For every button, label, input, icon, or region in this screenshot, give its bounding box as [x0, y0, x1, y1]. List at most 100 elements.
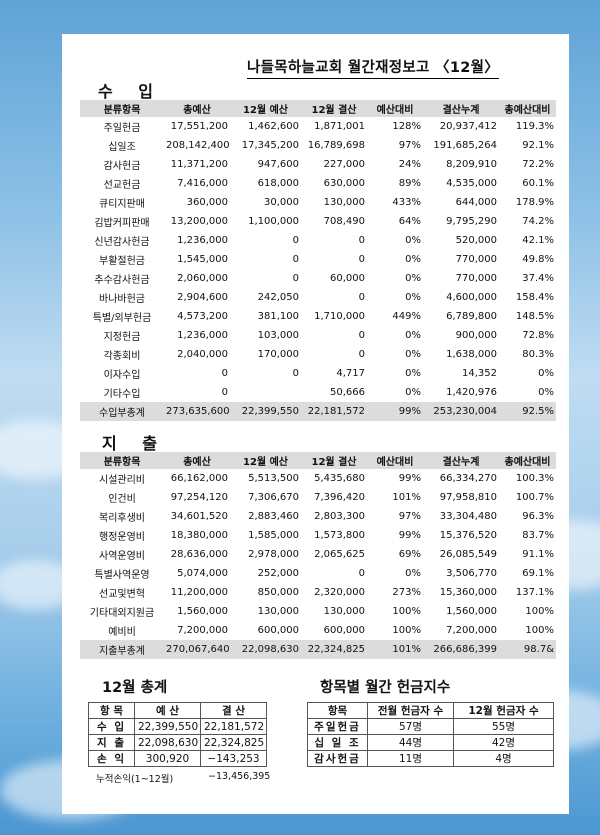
value-cell: 0 — [292, 273, 299, 284]
value-cell: 0 — [292, 368, 299, 379]
value-cell: 1,462,600 — [248, 121, 299, 132]
table-row: 인건비 97,254,120 7,306,670 7,396,420 101% 97,95… — [80, 488, 556, 507]
value-cell: 520,000 — [455, 235, 497, 246]
value-cell: 4,717 — [336, 368, 365, 379]
value-cell: 72.8% — [522, 330, 554, 341]
category-cell: 추수감사헌금 — [94, 275, 150, 286]
value-cell: 50,666 — [330, 387, 365, 398]
income-total-row: 수입부총계 273,635,600 22,399,550 22,181,572 99% 2… — [80, 402, 556, 421]
table-row: 복리후생비 34,601,520 2,883,460 2,803,300 97% 33,3… — [80, 507, 556, 526]
value-cell: 770,000 — [455, 254, 497, 265]
value-cell: 208,142,400 — [166, 140, 230, 151]
value-cell: 17,551,200 — [170, 121, 228, 132]
item-cell: 주일헌금 — [307, 718, 368, 735]
value-cell: 26,085,549 — [439, 549, 497, 560]
value-cell: 6,789,800 — [446, 311, 497, 322]
value-cell: 630,000 — [323, 178, 365, 189]
value-cell: 2,978,000 — [248, 549, 299, 560]
table-row: 특별/외부헌금 4,573,200 381,100 1,710,000 449% 6,78… — [80, 307, 556, 326]
cumulative-label: 누적손익(1~12월) — [96, 774, 174, 785]
value-cell: 4명 — [453, 750, 554, 767]
value-cell: 8,209,910 — [446, 159, 497, 170]
value-cell: 300,920 — [134, 750, 201, 767]
value-cell: 1,638,000 — [446, 349, 497, 360]
value-cell: 69.1% — [522, 568, 554, 579]
value-cell: 57명 — [367, 718, 454, 735]
value-cell: 7,200,000 — [177, 625, 228, 636]
value-cell: 9,795,290 — [446, 216, 497, 227]
value-cell: 101% — [367, 640, 423, 659]
table-row: 수 입 22,399,550 22,181,572 — [88, 718, 267, 735]
summary-heading: 12월 총계 — [102, 680, 168, 696]
value-cell: 270,067,640 — [164, 640, 230, 659]
value-cell: 1,545,000 — [177, 254, 228, 265]
cash_index-col-header: 항목 — [307, 702, 368, 719]
value-cell: 770,000 — [455, 273, 497, 284]
value-cell: 0% — [538, 387, 554, 398]
table-row: 부활절헌금 1,545,000 0 0 0% 770,000 49.8% — [80, 250, 556, 269]
table-row: 주일헌금 57명 55명 — [307, 718, 554, 735]
table-row: 기타대외지원금 1,560,000 130,000 130,000 100% 1,560,… — [80, 602, 556, 621]
income-col-header: 12월 예산 — [230, 100, 301, 117]
value-cell: 49.8% — [522, 254, 554, 265]
value-cell: 119.3% — [515, 121, 554, 132]
expense-col-header: 예산대비 — [367, 452, 423, 469]
value-cell: 100% — [525, 625, 554, 636]
value-cell: 273% — [392, 587, 421, 598]
value-cell: 100% — [525, 606, 554, 617]
value-cell: 130,000 — [257, 606, 299, 617]
value-cell: 1,585,000 — [248, 530, 299, 541]
value-cell: 60.1% — [522, 178, 554, 189]
value-cell: 1,560,000 — [177, 606, 228, 617]
value-cell: 97% — [398, 140, 421, 151]
item-cell: 지 출 — [88, 734, 135, 751]
value-cell: 0% — [405, 273, 421, 284]
value-cell: 600,000 — [323, 625, 365, 636]
value-cell: 97% — [398, 511, 421, 522]
value-cell: 1,560,000 — [446, 606, 497, 617]
summary-col-header: 결 산 — [200, 702, 267, 719]
value-cell: 0% — [538, 368, 554, 379]
category-cell: 각종회비 — [103, 351, 141, 362]
category-cell: 큐티지판매 — [99, 199, 145, 210]
value-cell: 4,600,000 — [446, 292, 497, 303]
summary-col-header: 예 산 — [134, 702, 201, 719]
expense-heading: 지 출 — [102, 434, 168, 453]
value-cell: 11,371,200 — [170, 159, 228, 170]
value-cell: 644,000 — [455, 197, 497, 208]
report-sheet: 나들목하늘교회 월간재정보고 〈12월〉 수 입 분류항목 총예산 12월 예산 12… — [62, 34, 569, 814]
value-cell: 600,000 — [257, 625, 299, 636]
category-cell: 주일헌금 — [103, 123, 141, 134]
value-cell: 191,685,264 — [433, 140, 497, 151]
category-cell: 인건비 — [108, 494, 136, 505]
value-cell: 1,236,000 — [177, 235, 228, 246]
income-col-header: 12월 결산 — [301, 100, 367, 117]
value-cell: 14,352 — [462, 368, 497, 379]
item-cell: 감사헌금 — [307, 750, 368, 767]
category-cell: 김밥커피판매 — [94, 218, 150, 229]
value-cell: 170,000 — [257, 349, 299, 360]
value-cell: 708,490 — [323, 216, 365, 227]
expense-col-header: 총예산대비 — [499, 452, 556, 469]
value-cell: 2,040,000 — [177, 349, 228, 360]
value-cell: 7,396,420 — [314, 492, 365, 503]
value-cell: 22,181,572 — [301, 402, 367, 421]
expense-col-header: 총예산 — [164, 452, 230, 469]
cash_index-col-header: 전월 헌금자 수 — [367, 702, 454, 719]
value-cell: 130,000 — [323, 606, 365, 617]
category-cell: 선교및변혁 — [99, 589, 145, 600]
value-cell: 0% — [405, 254, 421, 265]
value-cell: 273,635,600 — [164, 402, 230, 421]
value-cell: 99% — [398, 530, 421, 541]
value-cell: 0 — [358, 292, 365, 303]
value-cell: 2,803,300 — [314, 511, 365, 522]
value-cell: 4,535,000 — [446, 178, 497, 189]
value-cell: 28,636,000 — [170, 549, 228, 560]
table-row: 십일조 208,142,400 17,345,200 16,789,698 97% 191… — [80, 136, 556, 155]
value-cell: 252,000 — [257, 568, 299, 579]
value-cell: 100.3% — [515, 473, 554, 484]
category-cell: 행정운영비 — [99, 532, 145, 543]
table-row: 선교헌금 7,416,000 618,000 630,000 89% 4,535,000 6… — [80, 174, 556, 193]
value-cell: 618,000 — [257, 178, 299, 189]
table-row: 각종회비 2,040,000 170,000 0 0% 1,638,000 80.3% — [80, 345, 556, 364]
